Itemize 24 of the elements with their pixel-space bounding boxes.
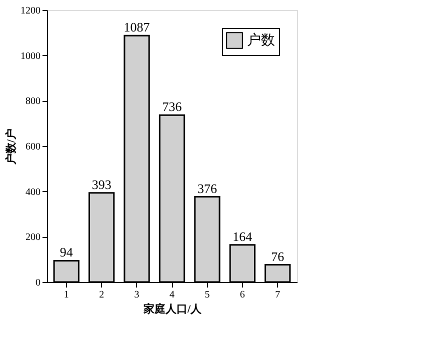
x-tick-label: 7 [275, 290, 280, 300]
legend-label: 户数 [247, 32, 275, 48]
data-label: 164 [232, 228, 253, 244]
x-tick-label: 1 [64, 290, 69, 300]
data-label: 1087 [124, 20, 150, 35]
data-label: 94 [60, 244, 74, 260]
x-axis-title: 家庭人口/人 [142, 302, 203, 316]
data-label: 736 [162, 99, 182, 114]
x-tick-label: 4 [170, 290, 174, 300]
x-tick-label: 2 [99, 290, 104, 300]
y-tick-label: 1200 [20, 6, 40, 16]
y-tick-label: 600 [26, 142, 40, 152]
y-tick-label: 200 [26, 232, 40, 244]
y-tick-label: 1000 [20, 50, 40, 62]
x-tick-label: 3 [134, 290, 140, 300]
x-tick-label: 5 [204, 290, 210, 300]
data-label: 76 [271, 248, 285, 264]
y-tick-label: 0 [36, 278, 40, 288]
y-tick-label: 400 [26, 186, 40, 198]
y-axis-title: 户数/户 [4, 128, 18, 166]
data-label: 376 [197, 180, 218, 196]
x-tick-label: 6 [240, 290, 245, 300]
data-label: 393 [92, 176, 112, 192]
y-tick-label: 800 [26, 96, 40, 108]
